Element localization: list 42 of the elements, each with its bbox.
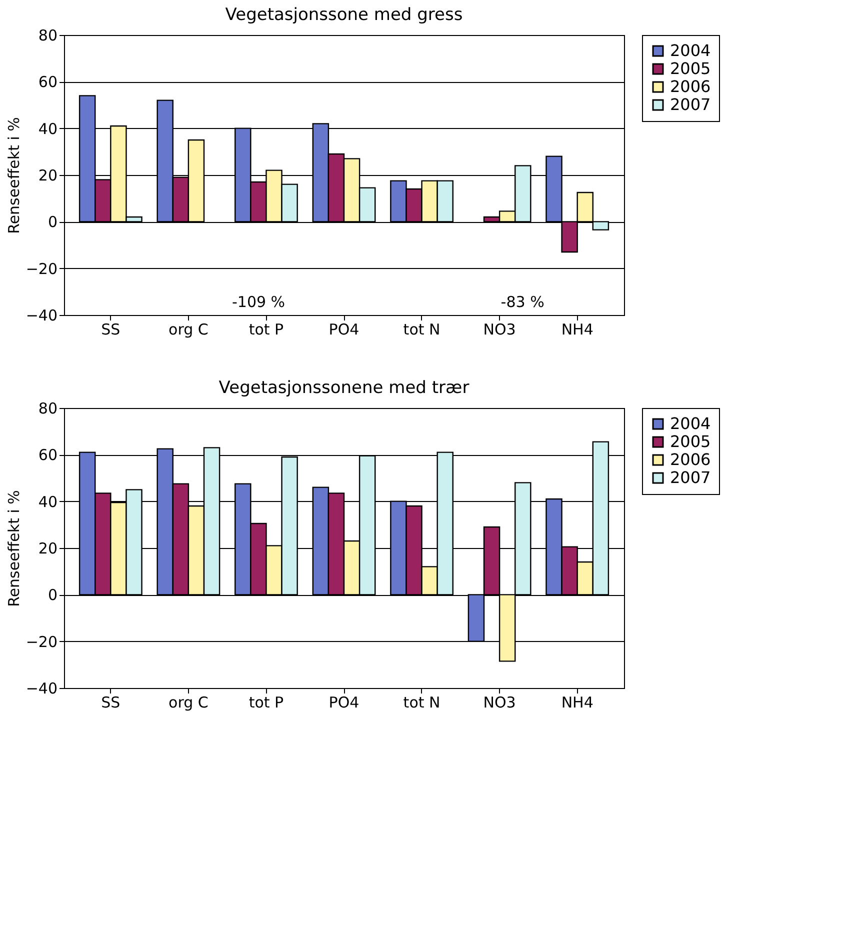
y-tick-label: 20	[38, 166, 58, 184]
y-tick-label: −20	[26, 632, 58, 651]
y-tick-label: 80	[38, 400, 58, 418]
x-tick-label: tot P	[248, 694, 284, 712]
y-tick-label: −40	[26, 306, 58, 324]
legend-label: 2006	[670, 77, 711, 96]
annotation: -109 %	[232, 293, 286, 311]
x-tick-label: NH4	[561, 694, 594, 712]
x-tick-label: SS	[101, 320, 120, 338]
chart-title: Vegetasjonssonene med trær	[218, 378, 470, 398]
legend-label: 2004	[670, 414, 711, 433]
x-tick-label: SS	[101, 694, 120, 712]
legend-label: 2006	[670, 450, 711, 469]
y-tick-label: −20	[26, 260, 58, 278]
x-tick-label: PO4	[328, 694, 360, 712]
y-tick-label: −40	[26, 680, 58, 698]
chart-title: Vegetasjonssone med gress	[225, 5, 463, 25]
x-tick-label: NH4	[561, 320, 594, 338]
x-tick-label: PO4	[328, 320, 360, 338]
legend-label: 2004	[670, 41, 711, 60]
y-axis-title: Renseeffekt i %	[4, 117, 23, 234]
legend-label: 2005	[670, 432, 711, 451]
x-tick-label: NO3	[483, 320, 516, 338]
x-tick-label: tot P	[248, 320, 284, 338]
y-tick-label: 0	[48, 586, 58, 604]
legend-label: 2005	[670, 59, 711, 78]
y-tick-label: 40	[38, 492, 58, 511]
x-tick-label: org C	[168, 320, 208, 338]
annotation: -83 %	[500, 293, 544, 311]
legend-label: 2007	[670, 468, 711, 487]
x-tick-label: tot N	[403, 694, 440, 712]
x-tick-label: org C	[168, 694, 208, 712]
y-tick-label: 80	[38, 26, 58, 44]
y-tick-label: 60	[38, 73, 58, 92]
y-tick-label: 20	[38, 540, 58, 558]
y-tick-label: 0	[48, 213, 58, 232]
legend-label: 2007	[670, 95, 711, 114]
x-tick-label: tot N	[403, 320, 440, 338]
y-tick-label: 40	[38, 120, 58, 138]
x-tick-label: NO3	[483, 694, 516, 712]
y-tick-label: 60	[38, 446, 58, 464]
y-axis-title: Renseeffekt i %	[4, 490, 23, 607]
